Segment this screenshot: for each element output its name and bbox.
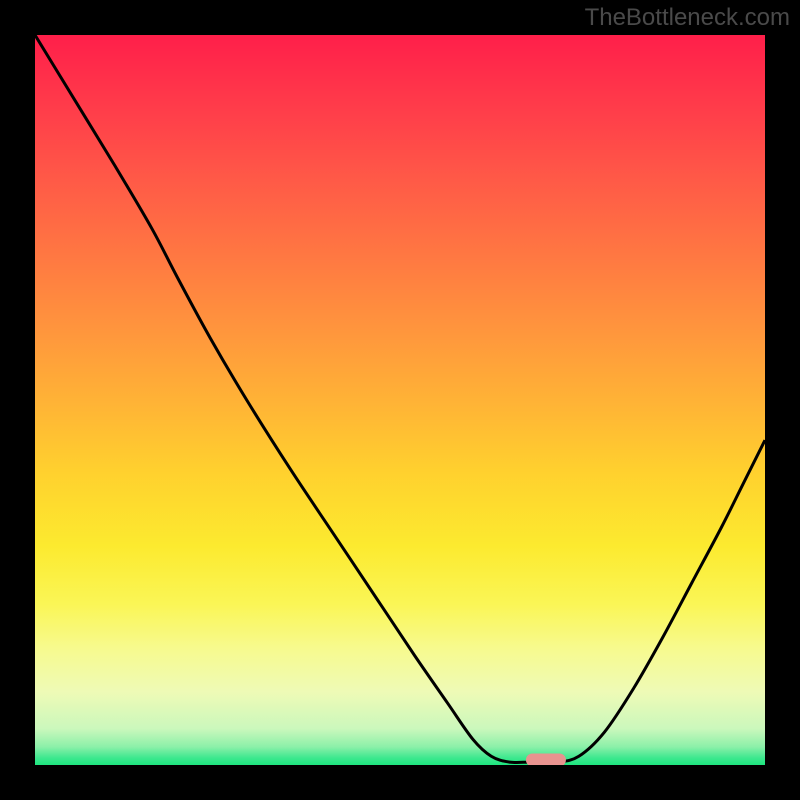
watermark-text: TheBottleneck.com — [585, 4, 790, 32]
plot-area — [35, 35, 765, 765]
bottleneck-curve — [35, 35, 765, 765]
curve-path — [35, 35, 765, 763]
chart-container: TheBottleneck.com — [0, 0, 800, 800]
optimal-marker — [526, 753, 566, 765]
